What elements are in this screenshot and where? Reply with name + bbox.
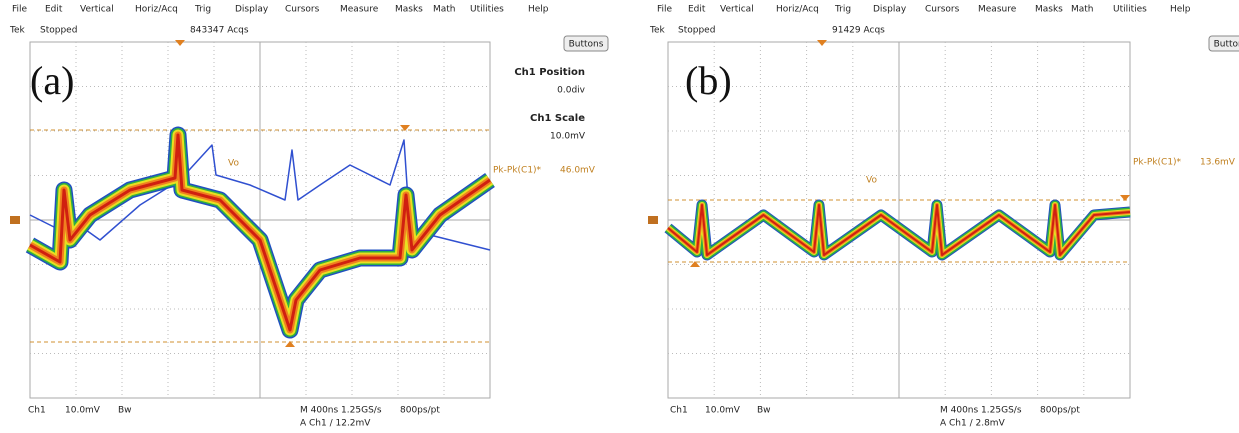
footer-resolution: 800ps/pt <box>1040 406 1080 416</box>
menu-item[interactable]: Measure <box>340 5 379 15</box>
menu-item[interactable]: File <box>657 5 673 15</box>
measurement-name: Pk-Pk(C1)* <box>1133 158 1182 168</box>
footer-bandwidth: Bw <box>118 406 132 416</box>
menu-item[interactable]: Cursors <box>925 5 960 15</box>
menu-item[interactable]: Edit <box>45 5 63 15</box>
scope-panel: File Edit Vertical Horiz/Acq Trig Display Curs… <box>648 5 1239 429</box>
footer-channel: Ch1 <box>670 406 688 416</box>
channel-marker <box>648 216 658 224</box>
button[interactable]: Buttons <box>1214 40 1239 50</box>
menu-item[interactable]: Display <box>873 5 907 15</box>
trace-label: Vo <box>866 176 877 186</box>
menu-item[interactable]: Vertical <box>80 5 114 15</box>
footer-channel: Ch1 <box>28 406 46 416</box>
menu-item[interactable]: Horiz/Acq <box>135 5 178 15</box>
measurement-name: Pk-Pk(C1)* <box>493 166 542 176</box>
footer-timebase: M 400ns 1.25GS/s <box>940 406 1022 416</box>
menu-item[interactable]: Help <box>528 5 549 15</box>
status-state: Stopped <box>678 26 715 36</box>
side-readout: Ch1 Scale <box>530 113 585 124</box>
footer-trigger: A Ch1 ∕ 12.2mV <box>300 419 371 429</box>
menu-item[interactable]: Edit <box>688 5 706 15</box>
menu-item[interactable]: Masks <box>395 5 423 15</box>
menu-item[interactable]: Measure <box>978 5 1017 15</box>
scope-panel: File Edit Vertical Horiz/Acq Trig Display Curs… <box>9 5 608 429</box>
button[interactable]: Buttons <box>569 40 604 50</box>
menu-item[interactable]: Utilities <box>1113 5 1147 15</box>
menu-item[interactable]: Display <box>235 5 269 15</box>
menu-item[interactable]: Math <box>433 5 456 15</box>
panel-label: (b) <box>685 58 732 103</box>
status-brand: Tek <box>649 26 666 36</box>
menu-item[interactable]: Trig <box>194 5 211 15</box>
channel-marker <box>10 216 20 224</box>
menu-item[interactable]: Math <box>1071 5 1094 15</box>
footer-scale: 10.0mV <box>65 406 101 416</box>
footer-scale: 10.0mV <box>705 406 741 416</box>
footer-timebase: M 400ns 1.25GS/s <box>300 406 382 416</box>
menu-item[interactable]: Help <box>1170 5 1191 15</box>
menu-item[interactable]: Cursors <box>285 5 320 15</box>
screenshot: File Edit Vertical Horiz/Acq Trig Display Curs… <box>0 0 1239 433</box>
menu-item[interactable]: Horiz/Acq <box>776 5 819 15</box>
measurement-value: 13.6mV <box>1200 158 1236 168</box>
footer-trigger: A Ch1 ∕ 2.8mV <box>940 419 1006 429</box>
panel-label: (a) <box>30 58 74 103</box>
side-readout: 10.0mV <box>550 132 586 142</box>
side-readout: Ch1 Position <box>514 67 585 78</box>
footer-resolution: 800ps/pt <box>400 406 440 416</box>
status-acqs: 91429 Acqs <box>832 26 885 36</box>
menu-item[interactable]: Masks <box>1035 5 1063 15</box>
menu-item[interactable]: Utilities <box>470 5 504 15</box>
menu-item[interactable]: Trig <box>834 5 851 15</box>
status-brand: Tek <box>9 26 26 36</box>
measurement-value: 46.0mV <box>560 166 596 176</box>
footer-bandwidth: Bw <box>757 406 771 416</box>
side-readout: 0.0div <box>557 86 586 96</box>
status-state: Stopped <box>40 26 77 36</box>
status-acqs: 843347 Acqs <box>190 26 249 36</box>
menu-item[interactable]: File <box>12 5 28 15</box>
trace-label: Vo <box>228 159 239 169</box>
menu-item[interactable]: Vertical <box>720 5 754 15</box>
